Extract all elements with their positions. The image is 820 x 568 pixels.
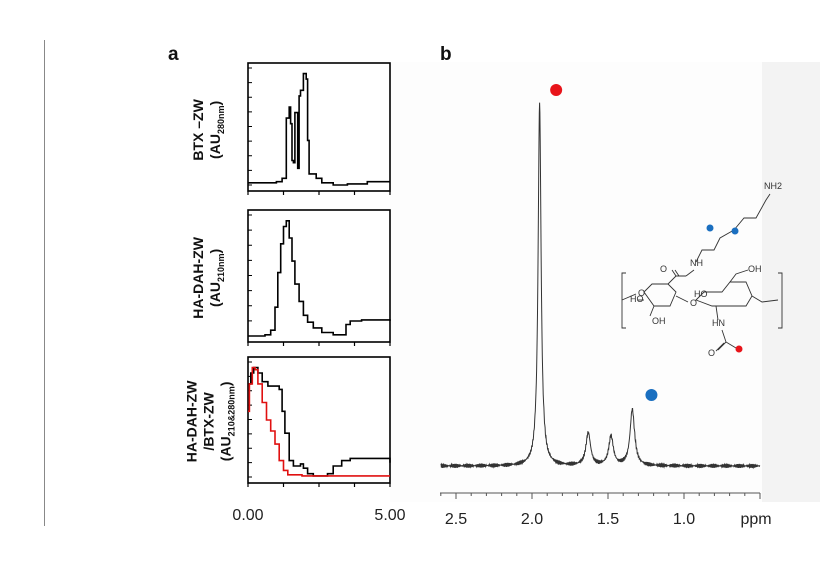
structure-bond <box>717 341 727 351</box>
subplot-frame-2 <box>247 209 391 343</box>
structure-label: HN <box>712 318 725 328</box>
y-label-unit: (AU <box>217 436 234 462</box>
structure-label: O <box>690 298 697 308</box>
spectrum-background <box>390 62 762 502</box>
y-label-sub: 210nm <box>215 253 226 283</box>
structure-blue-dot-2 <box>731 227 739 235</box>
nmr-spectrum-trace <box>440 102 761 470</box>
divider-line <box>44 40 45 526</box>
y-label-main: HA-DAH-ZW <box>190 237 207 319</box>
trace-2-series-1 <box>248 220 391 337</box>
panel-b-label: b <box>440 44 452 65</box>
structure-bond <box>685 269 695 277</box>
y-axis-label-ha: HA-DAH-ZW (AU210nm) <box>190 218 230 338</box>
structure-label: HO <box>694 289 708 299</box>
structure-label: NH2 <box>764 181 782 191</box>
structure-bond <box>715 305 719 321</box>
x-tick-label: 2.0 <box>521 511 543 528</box>
x-tick-label: 2.5 <box>445 511 467 528</box>
structure-bond <box>695 281 753 307</box>
structure-bond <box>695 229 735 263</box>
structure-label: O <box>660 264 667 274</box>
y-label-close: ) <box>207 248 224 254</box>
y-axis-label-btx: BTX –ZW (AU280nm) <box>190 70 230 190</box>
structure-label: O <box>708 348 715 358</box>
hyaluronic-acid-dah-structure <box>621 193 783 352</box>
y-label-unit: (AU <box>207 134 224 159</box>
y-label-sub: 280nm <box>215 105 226 135</box>
structure-bond <box>675 295 689 303</box>
structure-blue-dot-1 <box>706 224 714 232</box>
blue-marker-dot <box>645 389 658 401</box>
structure-label: OH <box>652 316 666 326</box>
structure-bond <box>778 272 783 329</box>
x-tick-label: 1.0 <box>673 511 695 528</box>
y-label-line2: /BTX-ZW <box>200 392 217 451</box>
y-label-main: BTX –ZW <box>190 99 207 161</box>
x-tick-label: 1.5 <box>597 511 619 528</box>
y-label-sub: 210&280nm <box>226 386 237 437</box>
structure-bond <box>715 342 725 352</box>
structure-red-dot <box>735 345 743 353</box>
structure-bond <box>671 269 677 277</box>
structure-label: O <box>638 288 645 298</box>
structure-label: NH <box>690 258 703 268</box>
subplot-frame-1 <box>247 62 391 192</box>
y-label-close: ) <box>207 100 224 106</box>
x-tick-label-end: 5.00 <box>374 507 405 524</box>
x-axis-label: ppm <box>740 511 771 528</box>
trace-3-series-2 <box>248 366 390 477</box>
y-label-close: ) <box>217 381 234 387</box>
y-label-main: HA-DAH-ZW <box>183 380 200 463</box>
structure-bond <box>729 269 749 283</box>
red-marker-dot <box>550 84 563 96</box>
y-axis-label-combined: HA-DAH-ZW /BTX-ZW (AU210&280nm) <box>184 341 241 501</box>
x-tick-label-start: 0.00 <box>232 507 263 524</box>
y-label-unit: (AU <box>207 282 224 307</box>
structure-bond <box>649 305 655 317</box>
panel-a-label: a <box>168 44 179 65</box>
page-margin-shade <box>762 62 820 502</box>
structure-bond <box>751 295 779 303</box>
structure-bond <box>733 193 771 231</box>
trace-1-series-1 <box>248 72 390 186</box>
structure-label: OH <box>748 264 762 274</box>
structure-bond <box>621 293 637 301</box>
trace-3-series-1 <box>248 366 391 477</box>
structure-bond <box>674 269 680 277</box>
structure-bond <box>621 272 626 329</box>
structure-label: HO <box>630 294 644 304</box>
